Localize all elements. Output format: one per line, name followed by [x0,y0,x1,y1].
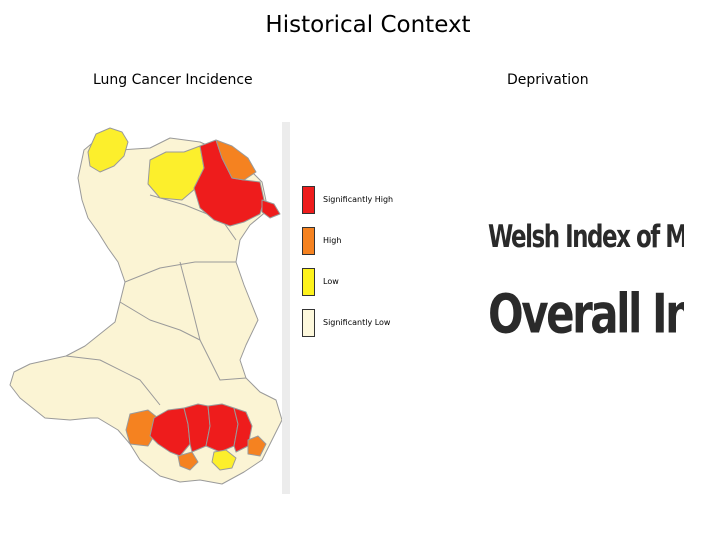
wales-landmass [9,137,283,485]
legend-label: Low [323,277,339,286]
map-edge-strip [282,122,290,494]
region-bridgend [177,451,199,471]
legend-item-significantly-low: Significantly Low [302,309,422,350]
legend-label: High [323,236,342,245]
legend-swatch [302,227,315,255]
legend-label: Significantly Low [323,318,391,327]
region-newport [247,435,267,457]
region-vale [211,449,237,471]
boundary-line [65,355,161,406]
region-swansea [149,407,191,457]
deprivation-index-image: Welsh Index of Multipl Overall Index [488,214,684,364]
legend-swatch [302,186,315,214]
region-rhondda [205,403,239,453]
region-wrexham [261,199,281,219]
map-legend: Significantly High High Low Significantl… [302,186,422,350]
deprivation-image-subheading: Overall Index [488,282,684,346]
wales-lung-cancer-map [9,122,290,494]
boundary-line [149,194,237,241]
deprivation-subtitle: Deprivation [507,72,589,88]
legend-swatch [302,309,315,337]
region-carmarthenshire-east [125,409,159,447]
legend-item-high: High [302,227,422,268]
boundary-line [124,261,236,283]
legend-item-low: Low [302,268,422,309]
deprivation-image-heading: Welsh Index of Multipl [488,220,684,256]
lung-cancer-subtitle: Lung Cancer Incidence [93,72,253,88]
region-anglesey [87,127,129,173]
slide-title: Historical Context [265,12,471,38]
legend-label: Significantly High [323,195,394,204]
boundary-line [119,301,201,341]
legend-item-significantly-high: Significantly High [302,186,422,227]
legend-swatch [302,268,315,296]
region-flintshire [215,139,257,181]
